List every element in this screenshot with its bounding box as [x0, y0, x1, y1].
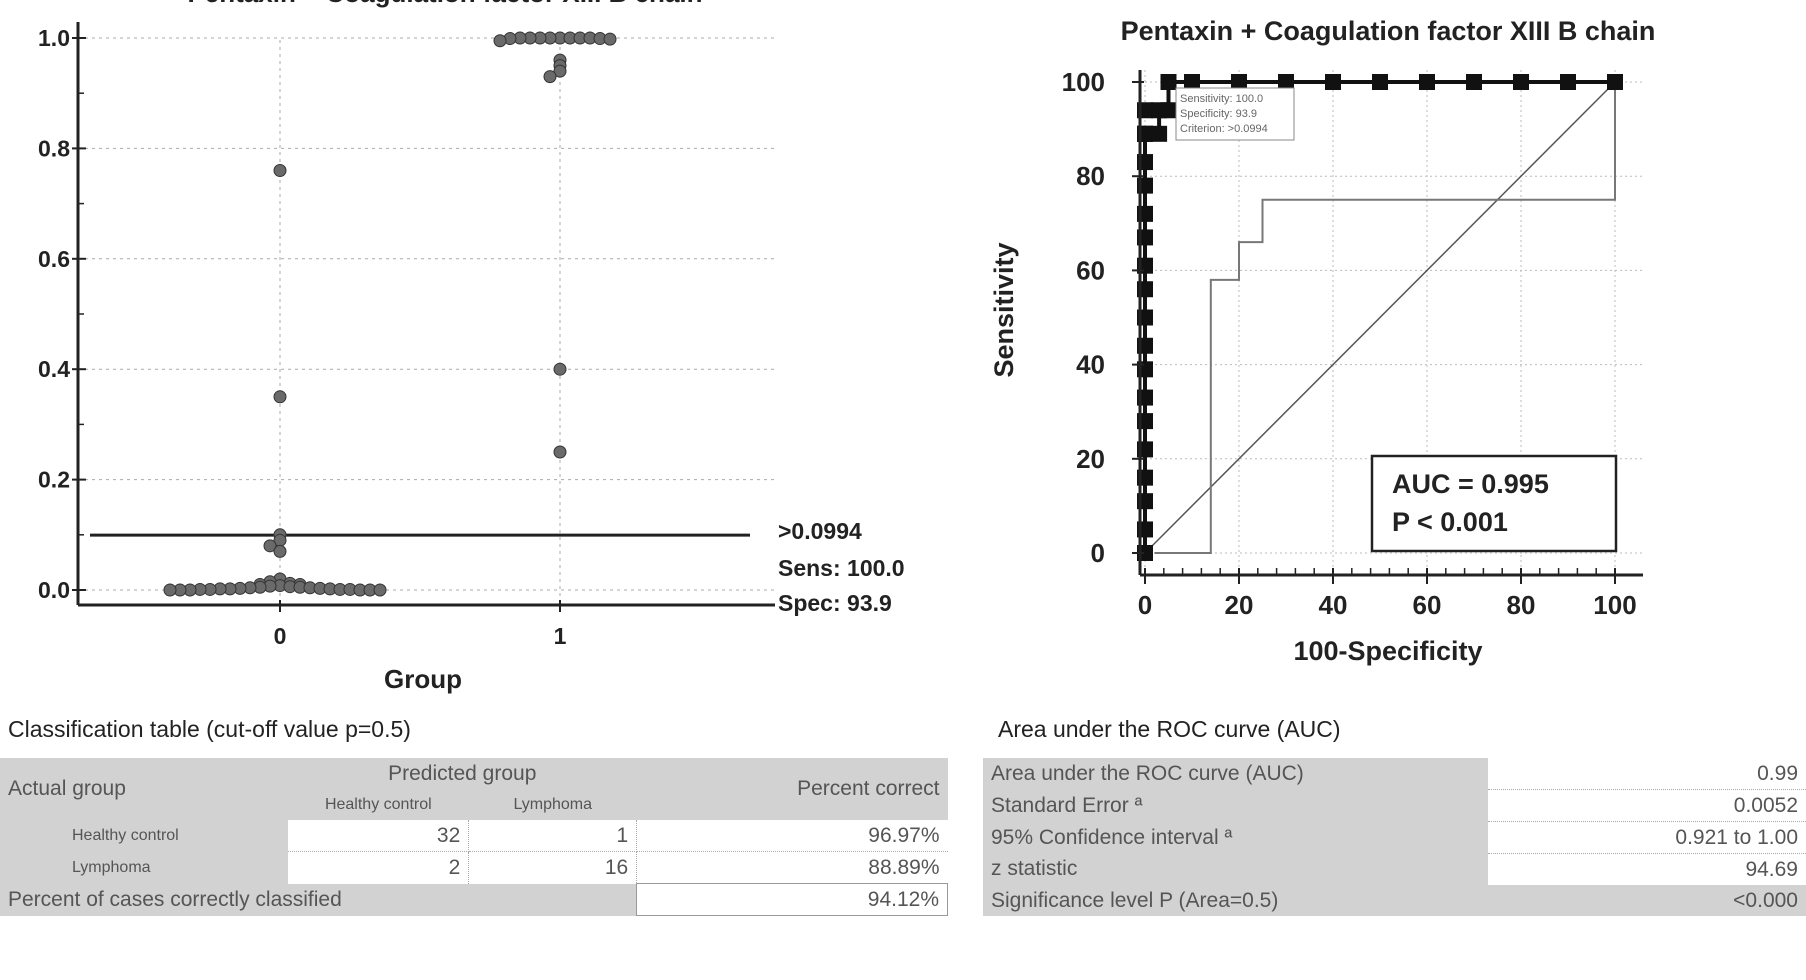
- left-y-tick-label: 1.0: [38, 25, 70, 51]
- data-point-group-0: [274, 164, 286, 176]
- table-row: Standard Error ª 0.0052: [983, 790, 1806, 822]
- classification-table: Actual group Predicted group Percent cor…: [0, 758, 948, 916]
- roc-marker: [1325, 74, 1341, 90]
- right-y-tick-label: 40: [1076, 350, 1105, 380]
- auc-row-value: 0.99: [1488, 758, 1806, 790]
- data-point-group-0: [164, 584, 176, 596]
- table-row: z statistic 94.69: [983, 854, 1806, 886]
- table-row: Healthy control 32 1 96.97%: [0, 820, 948, 852]
- table-row: Area under the ROC curve (AUC) 0.99: [983, 758, 1806, 790]
- left-y-tick-label: 0.0: [38, 577, 70, 603]
- table-row: Lymphoma 2 16 88.89%: [0, 852, 948, 884]
- right-chart: Pentaxin + Coagulation factor XIII B cha…: [989, 16, 1655, 666]
- right-x-tick-label: 0: [1138, 590, 1152, 620]
- right-y-label: Sensitivity: [989, 242, 1019, 377]
- cell-value: 1: [469, 820, 637, 852]
- row-label: Healthy control: [0, 820, 288, 852]
- cell-percent: 96.97%: [637, 820, 948, 852]
- auc-row-label: z statistic: [983, 854, 1488, 886]
- right-x-tick-label: 20: [1225, 590, 1254, 620]
- data-point-group-1: [554, 363, 566, 375]
- data-point-group-1: [494, 35, 506, 47]
- small-legend-sensitivity: Sensitivity: 100.0: [1180, 93, 1263, 105]
- left-y-tick-label: 0.2: [38, 467, 70, 493]
- small-legend-specificity: Specificity: 93.9: [1180, 108, 1257, 120]
- right-y-ticks: 0 20 40 60 80 100: [1062, 67, 1144, 568]
- right-y-tick-label: 0: [1091, 538, 1105, 568]
- roc-marker: [1372, 74, 1388, 90]
- roc-marker: [1161, 74, 1177, 90]
- row-label: Lymphoma: [0, 852, 288, 884]
- left-y-tick-label: 0.4: [38, 356, 70, 382]
- right-x-label: 100-Specificity: [1293, 636, 1482, 666]
- table-row: Percent of cases correctly classified 94…: [0, 884, 948, 916]
- right-x-tick-label: 80: [1507, 590, 1536, 620]
- roc-marker: [1419, 74, 1435, 90]
- roc-marker: [1466, 74, 1482, 90]
- left-data-points: [164, 32, 616, 596]
- auc-table-title: Area under the ROC curve (AUC): [998, 716, 1341, 743]
- roc-marker: [1513, 74, 1529, 90]
- roc-marker: [1560, 74, 1576, 90]
- roc-marker: [1151, 126, 1167, 142]
- data-point-group-0: [274, 545, 286, 557]
- table-row: 95% Confidence interval ª 0.921 to 1.00: [983, 822, 1806, 854]
- cell-value: 16: [469, 852, 637, 884]
- percent-correct-header: Percent correct: [637, 758, 948, 820]
- sensitivity-label: Sens: 100.0: [778, 555, 905, 581]
- data-point-group-1: [544, 71, 556, 83]
- right-y-tick-label: 20: [1076, 444, 1105, 474]
- actual-group-header: Actual group: [0, 758, 288, 820]
- data-point-group-1: [554, 446, 566, 458]
- right-y-tick-label: 60: [1076, 255, 1105, 285]
- right-x-tick-label: 100: [1593, 590, 1636, 620]
- right-x-tick-label: 40: [1319, 590, 1348, 620]
- col-healthy-header: Healthy control: [288, 789, 469, 820]
- specificity-label: Spec: 93.9: [778, 590, 892, 616]
- auc-row-value: 0.0052: [1488, 790, 1806, 822]
- auc-text: AUC = 0.995: [1392, 469, 1549, 499]
- table-row: Significance level P (Area=0.5) <0.000: [983, 885, 1806, 916]
- auc-row-value: <0.000: [1488, 885, 1806, 916]
- left-x-ticks: 01: [274, 600, 567, 649]
- left-x-tick-label: 1: [554, 623, 567, 649]
- left-chart-title: Pentaxin + Coagulation factor XIII B cha…: [187, 0, 702, 8]
- classification-title: Classification table (cut-off value p=0.…: [8, 716, 411, 743]
- auc-row-label: Area under the ROC curve (AUC): [983, 758, 1488, 790]
- left-gridlines: [78, 38, 775, 605]
- p-text: P < 0.001: [1392, 507, 1508, 537]
- auc-row-value: 94.69: [1488, 854, 1806, 886]
- col-lymphoma-header: Lymphoma: [469, 789, 637, 820]
- data-point-group-0: [274, 391, 286, 403]
- cutoff-label: >0.0994: [778, 518, 862, 544]
- auc-table: Area under the ROC curve (AUC) 0.99 Stan…: [983, 758, 1806, 916]
- right-x-tick-label: 60: [1413, 590, 1442, 620]
- right-y-tick-label: 100: [1062, 67, 1105, 97]
- predicted-group-header: Predicted group: [288, 758, 637, 789]
- left-x-label: Group: [384, 664, 462, 694]
- auc-row-label: 95% Confidence interval ª: [983, 822, 1488, 854]
- right-chart-title: Pentaxin + Coagulation factor XIII B cha…: [1121, 16, 1656, 46]
- left-chart: Pentaxin + Coagulation factor XIII B cha…: [38, 0, 905, 694]
- left-x-tick-label: 0: [274, 623, 287, 649]
- auc-row-value: 0.921 to 1.00: [1488, 822, 1806, 854]
- roc-marker: [1607, 74, 1623, 90]
- left-y-tick-label: 0.8: [38, 135, 70, 161]
- data-point-group-1: [604, 33, 616, 45]
- roc-marker: [1161, 102, 1177, 118]
- total-percent: 94.12%: [637, 884, 948, 916]
- cell-value: 32: [288, 820, 469, 852]
- auc-row-label: Significance level P (Area=0.5): [983, 885, 1488, 916]
- right-y-tick-label: 80: [1076, 161, 1105, 191]
- small-legend-criterion: Criterion: >0.0994: [1180, 123, 1268, 135]
- left-y-tick-label: 0.6: [38, 246, 70, 272]
- total-label: Percent of cases correctly classified: [0, 884, 637, 916]
- cell-percent: 88.89%: [637, 852, 948, 884]
- auc-row-label: Standard Error ª: [983, 790, 1488, 822]
- cell-value: 2: [288, 852, 469, 884]
- data-point-group-0: [374, 584, 386, 596]
